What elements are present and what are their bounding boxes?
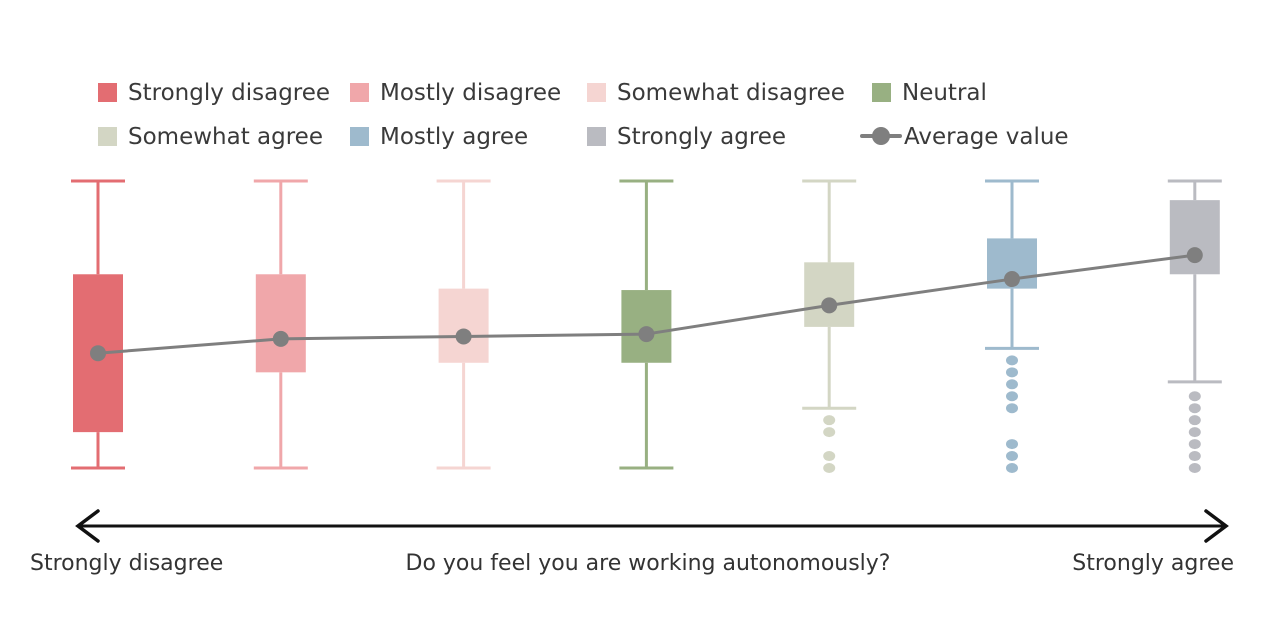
legend: Strongly disagree Mostly disagree Somewhat… [98,80,1069,150]
axis-right-label: Strongly agree [1072,551,1234,576]
legend-item: Strongly disagree [98,80,330,106]
legend-swatch [587,127,606,146]
legend-label: Somewhat disagree [617,80,845,106]
outlier-point [1188,427,1201,438]
legend-swatch [98,83,117,102]
box-6 [985,179,1039,473]
outlier-point [1188,463,1201,473]
outlier-point [1006,463,1018,473]
outlier-point [1188,439,1201,450]
box-5 [802,179,857,473]
outlier-point [1188,415,1201,426]
legend-item: Mostly disagree [350,80,561,106]
average-point [638,326,655,343]
legend-swatch [350,127,369,146]
left-arrowhead-icon [75,509,100,543]
box-7 [1167,179,1222,473]
legend-item: Somewhat disagree [587,80,845,106]
outlier-point [1188,391,1201,402]
average-point [455,328,472,345]
legend-item: Average value [860,124,1069,150]
box-iqr [255,274,306,373]
box-iqr [804,262,855,327]
legend-label: Strongly disagree [128,80,330,106]
x-axis: Strongly disagree Do you feel you are wo… [30,509,1234,576]
box-1 [71,179,125,470]
x-axis-title: Do you feel you are working autonomously… [406,551,891,576]
box-2 [253,179,308,470]
average-point [90,345,106,362]
outlier-point [1006,391,1018,402]
outlier-point [1006,355,1018,366]
legend-item: Somewhat agree [98,124,323,150]
legend-swatch [872,83,891,102]
legend-label: Mostly agree [380,124,528,150]
outlier-point [1006,403,1018,414]
outlier-point [823,415,836,426]
average-point [821,297,838,314]
legend-label: Average value [904,124,1069,150]
legend-item: Mostly agree [350,124,528,150]
legend-swatch [98,127,117,146]
average-point [1186,247,1203,264]
legend-item: Neutral [872,80,987,106]
outlier-point [1006,439,1018,450]
legend-swatch [587,83,606,102]
legend-label: Mostly disagree [380,80,561,106]
box-4 [619,179,674,470]
legend-item: Strongly agree [587,124,786,150]
legend-dot-marker [872,127,890,145]
average-point [272,330,289,347]
outlier-point [823,427,836,438]
outlier-point [1188,403,1201,414]
average-point [1004,271,1020,288]
outlier-point [823,451,836,462]
plot-area [71,179,1222,473]
outlier-point [1006,451,1018,462]
legend-label: Neutral [902,80,987,106]
outlier-point [823,463,836,473]
box-iqr [1169,200,1220,275]
outlier-point [1006,379,1018,390]
legend-label: Strongly agree [617,124,786,150]
axis-left-label: Strongly disagree [30,551,223,576]
outlier-point [1006,367,1018,378]
outlier-point [1188,451,1201,462]
legend-label: Somewhat agree [128,124,323,150]
legend-swatch [350,83,369,102]
box-iqr [438,288,489,363]
box-3 [436,179,491,470]
right-arrowhead-icon [1204,509,1229,543]
